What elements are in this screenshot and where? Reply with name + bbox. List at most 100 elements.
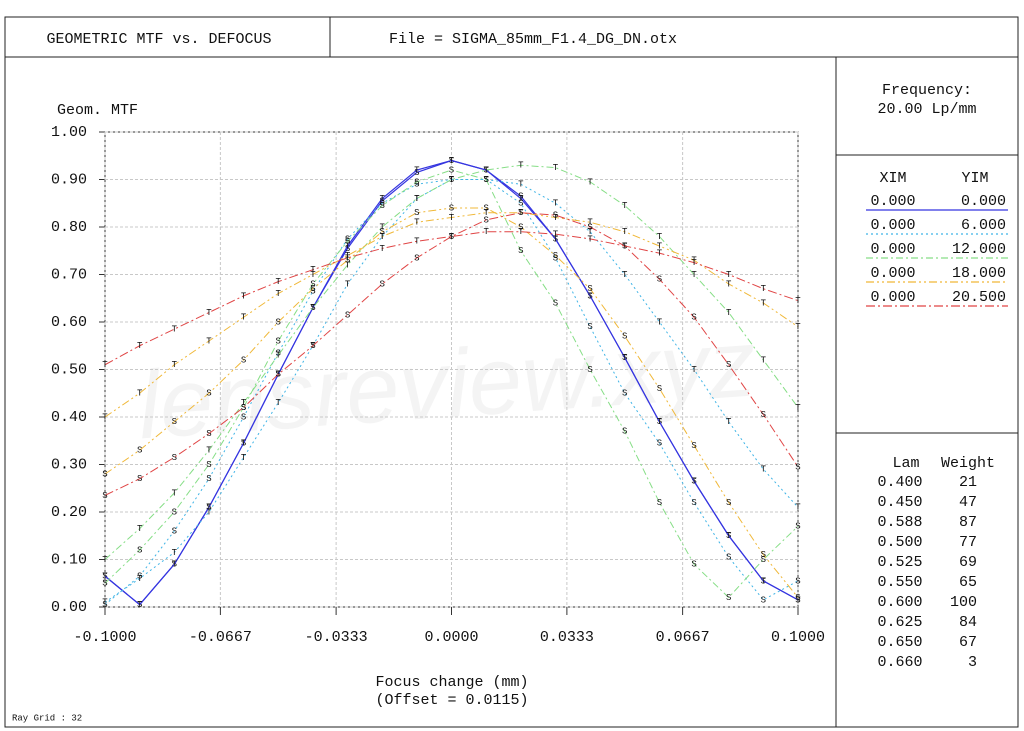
curve-marker: T [172, 488, 178, 498]
curve-marker: S [483, 215, 488, 225]
x-tick-label: -0.1000 [73, 629, 136, 646]
curve-marker: T [310, 265, 316, 275]
curve-marker: T [622, 227, 628, 237]
wavelength: 0.500 [877, 534, 922, 551]
curve-marker: S [622, 389, 627, 399]
curve-marker: S [795, 462, 800, 472]
curve-marker: S [449, 165, 454, 175]
curve-marker: S [379, 196, 384, 206]
weight: 77 [959, 534, 977, 551]
field-yim: 20.500 [952, 289, 1006, 306]
curve-marker: T [449, 213, 455, 223]
curve-marker: S [137, 446, 142, 456]
curve-marker: T [761, 298, 767, 308]
curve-marker: T [241, 439, 247, 449]
curve-marker: S [276, 317, 281, 327]
y-tick-label: 0.00 [51, 599, 87, 616]
curve-marker: S [276, 348, 281, 358]
curve-marker: S [795, 595, 800, 605]
curve-marker: S [726, 498, 731, 508]
curve-marker: S [137, 474, 142, 484]
curve-marker: S [345, 244, 350, 254]
wavelength: 0.450 [877, 494, 922, 511]
curve-marker: S [241, 403, 246, 413]
curve-marker: T [172, 325, 178, 335]
curve-marker: T [622, 241, 628, 251]
curve-marker: T [587, 227, 593, 237]
field-xim: 0.000 [870, 193, 915, 210]
curve-marker: T [379, 244, 385, 254]
curve-marker: T [137, 574, 143, 584]
y-tick-label: 0.90 [51, 171, 87, 188]
mtf-curve [104, 159, 799, 606]
y-tick-label: 0.40 [51, 409, 87, 426]
y-tick-label: 0.50 [51, 361, 87, 378]
curve-marker: S [483, 175, 488, 185]
curve-marker: T [379, 232, 385, 242]
curve-marker: S [414, 177, 419, 187]
curve-marker: T [276, 398, 282, 408]
wavelength: 0.625 [877, 614, 922, 631]
weight: 69 [959, 554, 977, 571]
curve-marker: T [345, 251, 351, 261]
curve-marker: T [761, 355, 767, 365]
curve-marker: T [449, 232, 455, 242]
curve-marker: S [761, 410, 766, 420]
curve-marker: S [587, 365, 592, 375]
curve-marker: T [726, 417, 732, 427]
curve-marker: T [483, 208, 489, 218]
curve-marker: T [102, 360, 108, 370]
curve-marker: T [691, 477, 697, 487]
curve-marker: S [795, 522, 800, 532]
curve-marker: T [345, 260, 351, 270]
curve-marker: S [553, 251, 558, 261]
curve-marker: S [206, 474, 211, 484]
x-tick-label: -0.0333 [305, 629, 368, 646]
curve-marker: S [622, 427, 627, 437]
curve-marker: T [553, 234, 559, 244]
curve-marker: T [726, 531, 732, 541]
curve-marker: S [137, 545, 142, 555]
curve-marker: S [102, 469, 107, 479]
field-yim: 6.000 [961, 217, 1006, 234]
curve-marker: T [553, 230, 559, 240]
curve-marker: T [414, 218, 420, 228]
curve-marker: T [622, 270, 628, 280]
curve-marker: S [587, 322, 592, 332]
curve-marker: S [761, 550, 766, 560]
curve-marker: S [102, 491, 107, 501]
field-yim: 12.000 [952, 241, 1006, 258]
y-tick-label: 0.30 [51, 456, 87, 473]
curve-marker: S [310, 284, 315, 294]
y-axis-label: Geom. MTF [57, 102, 138, 119]
mtf-curve [104, 212, 799, 418]
curve-marker: T [241, 291, 247, 301]
wavelength: 0.400 [877, 474, 922, 491]
curve-marker: T [657, 417, 663, 427]
mtf-curve [104, 179, 799, 603]
curve-marker: S [379, 201, 384, 211]
curve-marker: S [310, 279, 315, 289]
weight: 21 [959, 474, 977, 491]
curve-marker: T [795, 403, 801, 413]
curve-marker: S [345, 237, 350, 247]
header-title: GEOMETRIC MTF vs. DEFOCUS [46, 31, 271, 48]
curve-marker: T [761, 284, 767, 294]
weight: 67 [959, 634, 977, 651]
x-tick-label: 0.0667 [656, 629, 710, 646]
curve-marker: T [587, 234, 593, 244]
curve-marker: T [310, 303, 316, 313]
curve-marker: T [206, 308, 212, 318]
curve-marker: T [276, 351, 282, 361]
curve-marker: S [518, 208, 523, 218]
frequency-value: 20.00 Lp/mm [877, 101, 976, 118]
curve-marker: T [241, 453, 247, 463]
curve-marker: T [345, 253, 351, 263]
curve-marker: T [102, 555, 108, 565]
curve-marker: S [276, 370, 281, 380]
curve-marker: T [761, 465, 767, 475]
field-xim: 0.000 [870, 217, 915, 234]
curve-marker: T [483, 165, 489, 175]
watermark: lensreview.xyz [135, 309, 760, 459]
curve-marker: T [102, 598, 108, 608]
